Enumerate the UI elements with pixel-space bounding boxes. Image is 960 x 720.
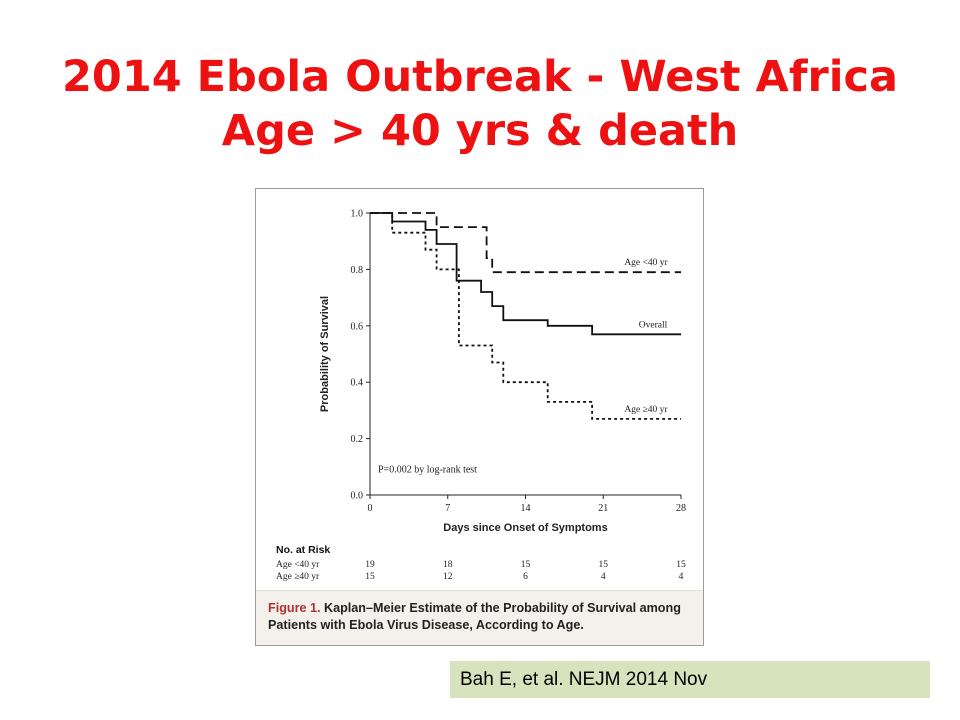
figure-caption-text: Kaplan–Meier Estimate of the Probability…	[268, 601, 681, 632]
risk-table-cell: 12	[443, 572, 453, 582]
y-tick-label: 0.4	[351, 378, 364, 389]
y-tick-label: 0.2	[351, 434, 364, 445]
y-tick-label: 0.8	[351, 265, 364, 276]
x-axis-label: Days since Onset of Symptoms	[443, 522, 607, 534]
risk-table-cell: 15	[676, 560, 686, 570]
risk-table-row-label: Age <40 yr	[276, 560, 320, 570]
y-tick-label: 0.6	[351, 321, 364, 332]
figure-panel: 0.0 0.2 0.4 0.6 0.8 1.0 0 7 14 21 28 Days since Ons…	[255, 188, 704, 646]
y-axis-label: Probability of Survival	[319, 296, 331, 412]
y-tick-label: 1.0	[351, 209, 364, 220]
risk-table-cell: 18	[443, 560, 453, 570]
km-chart: 0.0 0.2 0.4 0.6 0.8 1.0 0 7 14 21 28 Days since Ons…	[276, 209, 686, 583]
series-age-under-40-line	[370, 212, 681, 274]
figure-caption-label: Figure 1.	[268, 601, 321, 615]
figure-caption: Figure 1. Kaplan–Meier Estimate of the P…	[256, 590, 703, 645]
risk-table-cell: 15	[365, 572, 375, 582]
series-overall-line	[370, 212, 681, 336]
x-tick-label: 7	[445, 503, 450, 514]
risk-table-title: No. at Risk	[276, 544, 330, 556]
x-tick-label: 21	[598, 503, 608, 514]
risk-table-cell: 4	[679, 572, 684, 582]
series-label: Overall	[639, 320, 668, 330]
title-line-1: 2014 Ebola Outbreak - West Africa	[62, 52, 898, 102]
x-tick-label: 28	[676, 503, 686, 514]
risk-table-cell: 15	[599, 560, 609, 570]
series-label: Age <40 yr	[624, 258, 668, 268]
series-age-40-plus-line	[370, 212, 681, 420]
series-label: Age ≥40 yr	[624, 405, 668, 415]
pvalue-annotation: P=0.002 by log-rank test	[378, 464, 477, 475]
y-tick-label: 0.0	[351, 491, 364, 502]
x-tick-label: 14	[521, 503, 531, 514]
risk-table-cell: 15	[521, 560, 531, 570]
title-line-2: Age > 40 yrs & death	[221, 106, 739, 156]
x-tick-label: 0	[368, 503, 373, 514]
citation-box: Bah E, et al. NEJM 2014 Nov	[450, 661, 930, 698]
risk-table-cell: 4	[601, 572, 606, 582]
risk-table-row-label: Age ≥40 yr	[276, 572, 320, 582]
risk-table-cell: 19	[365, 560, 375, 570]
slide-title: 2014 Ebola Outbreak - West Africa Age > …	[0, 50, 960, 158]
risk-table-cell: 6	[523, 572, 528, 582]
